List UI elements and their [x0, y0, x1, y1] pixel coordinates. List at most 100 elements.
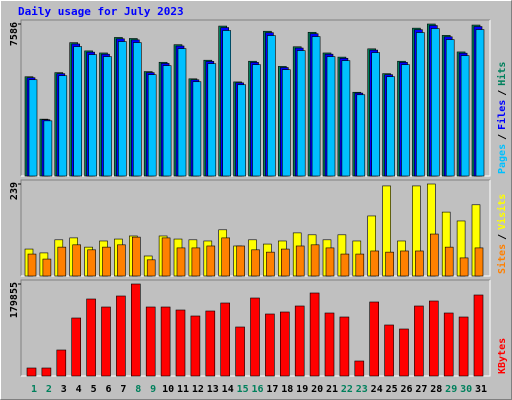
bar	[371, 52, 381, 177]
bar	[162, 65, 172, 177]
y-tick-label: 179855	[9, 282, 20, 318]
bar	[445, 39, 455, 177]
bar	[220, 302, 230, 377]
bar	[428, 300, 439, 377]
bar	[56, 349, 67, 377]
bar	[57, 246, 67, 277]
bar	[176, 247, 186, 277]
x-tick-label: 12	[192, 384, 204, 395]
bar	[354, 360, 365, 377]
legend-entry: Files	[496, 100, 508, 130]
bar	[385, 251, 394, 277]
legend-separator: /	[497, 134, 508, 140]
x-tick-label: 10	[162, 384, 174, 395]
legend: Sites / Visits	[496, 194, 508, 274]
bar	[191, 247, 201, 277]
x-tick-label: 13	[207, 384, 219, 395]
bar	[205, 310, 216, 377]
plot-bevel-dark	[20, 19, 490, 176]
x-tick-label: 20	[311, 384, 323, 395]
x-tick-label: 6	[105, 384, 111, 395]
bar	[325, 247, 335, 277]
bar	[341, 60, 351, 177]
bar	[222, 30, 231, 177]
x-tick-label: 14	[222, 384, 234, 395]
bar	[443, 312, 454, 377]
bar	[192, 81, 202, 177]
x-tick-label: 4	[76, 384, 82, 395]
bar	[280, 248, 290, 277]
bar	[267, 35, 276, 177]
bar	[281, 69, 291, 177]
legend-entry: Pages	[497, 144, 508, 174]
x-tick-label: 26	[400, 384, 412, 395]
bar	[117, 244, 126, 277]
bar	[401, 64, 410, 177]
x-tick-label: 29	[445, 384, 457, 395]
x-tick-label: 9	[150, 384, 156, 395]
bar	[145, 306, 156, 377]
bar	[43, 120, 53, 177]
bar	[444, 246, 454, 277]
x-tick-label: 22	[341, 384, 353, 395]
bar	[356, 94, 366, 177]
x-tick-label: 1	[31, 384, 37, 395]
x-tick-label: 16	[251, 384, 263, 395]
bar	[118, 41, 127, 177]
bar	[340, 253, 350, 277]
bar	[252, 64, 261, 177]
x-tick-label: 24	[371, 384, 383, 395]
bar	[147, 74, 157, 177]
bar	[384, 324, 394, 377]
bar	[266, 251, 275, 277]
legend-separator: /	[497, 234, 508, 240]
bar	[326, 56, 336, 177]
bar	[235, 326, 245, 377]
bar	[28, 79, 38, 177]
bar	[236, 245, 245, 277]
bar	[87, 249, 96, 277]
bar	[103, 56, 112, 177]
bar	[309, 292, 320, 377]
bar	[27, 253, 37, 277]
bar	[310, 244, 320, 277]
bar	[190, 315, 201, 377]
legend-entry: Hits	[496, 62, 508, 86]
bar	[71, 317, 81, 377]
y-tick-label: 239	[9, 182, 20, 200]
bar	[72, 244, 81, 277]
bar	[294, 305, 305, 377]
bar	[132, 236, 141, 277]
bar	[175, 309, 186, 377]
bar	[146, 259, 156, 277]
bar	[429, 233, 439, 277]
legend: Pages / Files / Hits	[496, 62, 508, 174]
x-tick-label: 31	[475, 384, 487, 395]
bar	[414, 305, 424, 377]
bar	[475, 29, 485, 177]
bar	[339, 316, 350, 377]
bar	[473, 294, 484, 377]
bar	[474, 247, 484, 277]
bar	[324, 312, 335, 377]
bar	[279, 311, 290, 377]
x-tick-label: 18	[281, 384, 293, 395]
x-tick-label: 23	[356, 384, 368, 395]
bar	[42, 258, 52, 277]
x-tick-label: 8	[135, 384, 141, 395]
bar	[399, 328, 409, 377]
legend: KBytes	[497, 338, 508, 374]
plot-bevel-dark	[20, 279, 490, 376]
bar	[101, 306, 111, 377]
bar	[250, 297, 260, 377]
x-tick-label: 28	[430, 384, 442, 395]
bar	[265, 313, 275, 377]
bar	[102, 246, 111, 277]
bar	[116, 295, 126, 377]
bar	[370, 250, 380, 277]
bar	[88, 54, 97, 177]
legend-entry: Visits	[496, 194, 508, 230]
x-tick-label: 2	[46, 384, 52, 395]
bar	[295, 245, 305, 277]
